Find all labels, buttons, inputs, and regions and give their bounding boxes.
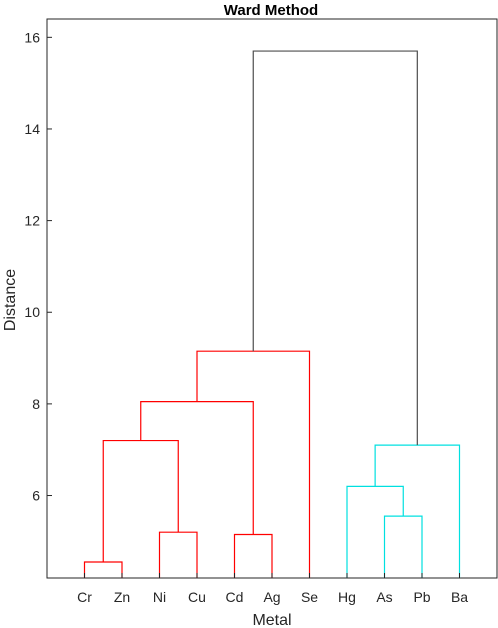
dendrogram-link (196, 350, 311, 578)
x-tick-label: As (376, 589, 392, 605)
x-tick-label: Se (301, 589, 318, 605)
y-tick-label: 6 (32, 488, 40, 504)
plot-axes (46, 18, 498, 579)
y-tick-label: 12 (24, 213, 40, 229)
y-tick-labels: 6 8 10 12 14 16 (24, 29, 52, 504)
y-tick-label: 8 (32, 396, 40, 412)
dendrogram-link (374, 444, 461, 578)
x-tick-labels: Cr Zn Ni Cu Cd Ag Se Hg As Pb Ba (77, 573, 468, 605)
x-tick-label: Cr (77, 589, 92, 605)
dendrogram-links (83, 50, 461, 578)
dendrogram-link (158, 531, 198, 578)
y-tick-label: 14 (24, 121, 40, 137)
x-tick-label: Ba (451, 589, 468, 605)
x-tick-label: Zn (114, 589, 130, 605)
dendrogram-link (83, 561, 123, 578)
x-tick-label: Ni (153, 589, 166, 605)
x-axis-label: Metal (252, 612, 291, 628)
dendrogram-link (102, 439, 179, 562)
dendrogram-link (252, 50, 418, 446)
x-tick-label: Hg (338, 589, 356, 605)
x-tick-label: Cd (226, 589, 244, 605)
x-tick-label: Pb (413, 589, 430, 605)
dendrogram-link (140, 400, 254, 535)
y-tick-label: 16 (24, 29, 40, 45)
x-tick-label: Cu (188, 589, 206, 605)
dendrogram-link (346, 485, 404, 578)
dendrogram-link (233, 533, 273, 578)
chart-title: Ward Method (224, 2, 318, 19)
y-tick-label: 10 (24, 304, 40, 320)
y-axis-label: Distance (2, 269, 19, 331)
dendrogram-link (383, 515, 423, 578)
axes-box (46, 18, 498, 579)
x-tick-label: Ag (263, 589, 280, 605)
